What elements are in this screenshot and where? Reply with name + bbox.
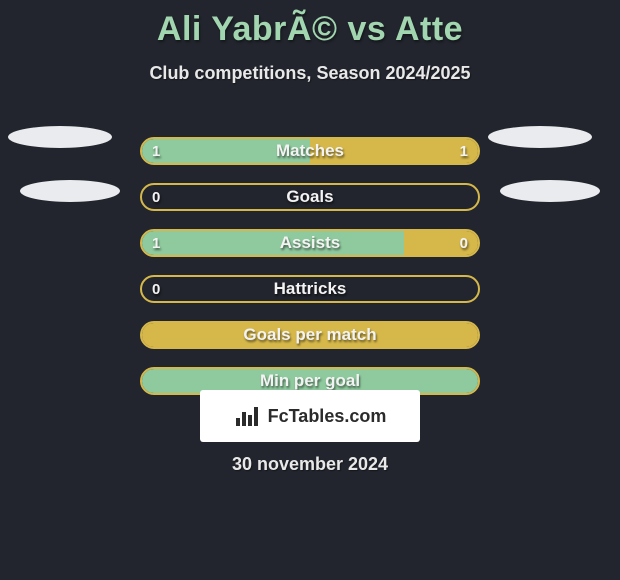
- bar-value-left: 0: [152, 277, 160, 301]
- bar-track: Matches11: [140, 137, 480, 165]
- bar-value-left: 0: [152, 185, 160, 209]
- bar-center-label: Goals: [142, 185, 478, 209]
- stat-row: Hattricks0: [0, 266, 620, 312]
- stat-row: Goals per match: [0, 312, 620, 358]
- subtitle: Club competitions, Season 2024/2025: [0, 63, 620, 84]
- brand-box: FcTables.com: [200, 390, 420, 442]
- brand-bars-icon: [234, 404, 262, 428]
- bar-center-label: Hattricks: [142, 277, 478, 301]
- bar-fill-right: [310, 139, 478, 163]
- bar-fill-left: [142, 231, 404, 255]
- stat-row: Matches11: [0, 128, 620, 174]
- stats-rows: Matches11Goals0Assists10Hattricks0Goals …: [0, 128, 620, 404]
- bar-fill-right: [404, 231, 478, 255]
- bar-track: Assists10: [140, 229, 480, 257]
- bar-track: Goals0: [140, 183, 480, 211]
- stat-row: Assists10: [0, 220, 620, 266]
- brand-text: FcTables.com: [268, 406, 387, 427]
- bar-track: Hattricks0: [140, 275, 480, 303]
- bar-fill-right: [142, 323, 478, 347]
- page-title: Ali YabrÃ© vs Atte: [0, 0, 620, 49]
- stat-row: Goals0: [0, 174, 620, 220]
- date-text: 30 november 2024: [0, 454, 620, 475]
- bar-fill-left: [142, 139, 310, 163]
- bar-track: Goals per match: [140, 321, 480, 349]
